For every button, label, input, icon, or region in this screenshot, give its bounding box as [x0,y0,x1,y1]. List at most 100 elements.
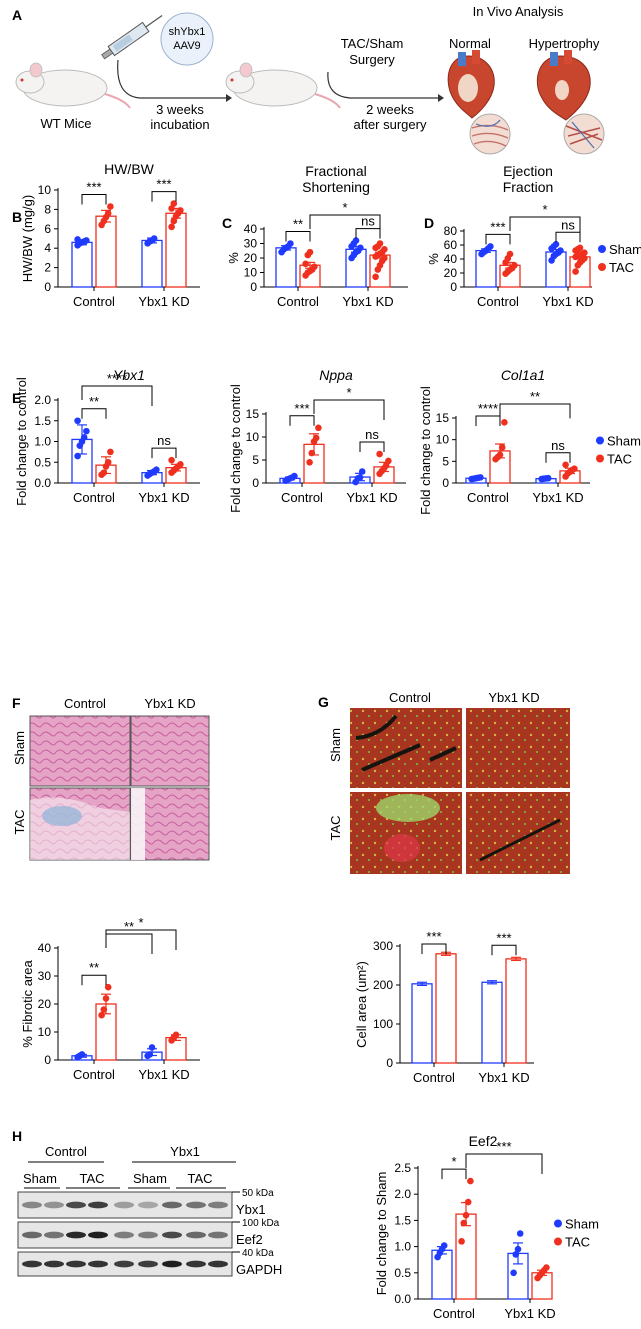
data-point-sham [512,1251,520,1258]
y-tick-label: 2.5 [394,1161,411,1175]
y-axis-label: % [426,253,441,265]
significance-bracket [105,933,153,954]
data-point-tac [172,1031,180,1039]
blot-band-eef2 [208,1231,228,1239]
significance-bracket [81,974,107,986]
data-point-tac [572,268,579,275]
blot-band-eef2 [114,1231,134,1239]
blot-band-gapdh [88,1260,108,1268]
band-label-ybx1: Ybx1 [236,1202,266,1217]
y-tick-label: 80 [444,224,458,238]
fluorescence-image [350,708,462,788]
x-tick-label: Ybx1 KD [342,294,393,309]
data-point-tac [372,273,379,281]
legend-marker-tac [598,263,606,271]
y-tick-label: 2 [44,261,51,275]
panel-f-row-sham: Sham [12,731,27,765]
heart-hypertrophy-icon [536,50,591,121]
tissue-normal-icon [469,113,511,155]
arrow-icon [327,71,438,99]
chart-title: Eef2 [469,1133,498,1149]
significance-label: ** [124,919,134,934]
blot-band-ybx1 [186,1201,206,1209]
data-point-tac [302,260,309,268]
data-point-sham [150,235,158,242]
y-tick-label: 15 [246,407,260,421]
legend-marker-tac [596,454,604,463]
x-tick-label: Control [477,294,519,309]
x-tick-label: Control [73,490,115,505]
arrowhead-icon [438,94,444,102]
data-point-tac [312,434,320,442]
significance-label: *** [86,179,101,194]
significance-label: ** [293,217,303,232]
chart-title: Nppa [319,367,353,383]
data-point-tac [562,461,569,469]
blot-band-gapdh [44,1260,64,1268]
legend-label-sham: Sham [565,1217,599,1232]
data-point-sham [74,417,81,425]
y-tick-label: 10 [244,266,258,280]
y-tick-label: 0 [44,1053,51,1067]
data-point-sham [544,474,552,482]
data-point-sham [83,237,90,244]
data-point-tac [104,983,112,991]
histology-image [130,715,210,787]
x-tick-label: Control [277,294,319,309]
data-point-sham [74,452,81,460]
legend-label-tac: TAC [609,260,634,275]
y-tick-label: 15 [436,411,450,425]
chart-title-line: HW/BW [104,161,155,177]
significance-bracket [499,403,571,419]
panel-g-letter: G [318,694,329,710]
significance-bracket [475,415,501,426]
mouse-label: WT Mice [40,116,91,131]
y-tick-label: 5 [442,454,449,468]
significance-bracket [289,415,315,426]
histology-image [29,715,131,787]
y-tick-label: 10 [246,430,260,444]
data-point-tac [168,456,175,464]
x-tick-label: Control [73,1067,115,1082]
data-point-tac [496,451,504,459]
panel-a: A shYbx1 AAV9 WT Mice 3 weeks incubation [12,4,605,155]
chart-title: HW/BW [104,161,155,177]
panel-f-col-kd: Ybx1 KD [144,696,195,711]
significance-bracket [441,1168,467,1180]
blot-band-gapdh [186,1260,206,1268]
blot-band-ybx1 [114,1201,134,1209]
data-point-tac [381,246,388,253]
significance-label: ns [551,438,565,453]
data-point-tac [100,469,108,476]
y-tick-label: 4 [44,241,51,255]
chart-g: 0 100 200 300 Cell area (um²) Control Ybx1 KD *… [354,929,534,1085]
x-tick-label: Ybx1 KD [478,1070,529,1085]
significance-label: *** [294,401,309,416]
y-tick-label: 0 [450,280,457,294]
y-tick-label: 300 [373,939,393,953]
panel-g-col-kd: Ybx1 KD [488,690,539,705]
data-point-tac [462,1211,470,1219]
significance-label: *** [496,930,511,945]
significance-label: *** [496,1139,511,1154]
y-tick-label: 0 [386,1056,393,1070]
chart-title-line: Fractional [305,163,366,179]
step2-label-1: 2 weeks [366,102,414,117]
blot-band-ybx1 [88,1201,108,1209]
data-point-sham [557,247,564,254]
significance-label: * [542,202,547,217]
y-tick-label: 10 [436,433,450,447]
data-point-sham [146,1051,154,1058]
step1-label-1: 3 weeks [156,102,204,117]
significance-bracket [81,408,107,419]
data-point-sham [477,474,484,481]
legend-label-tac: TAC [565,1235,590,1250]
data-point-sham [148,1044,156,1051]
y-tick-label: 10 [38,183,52,197]
chart-title-line: Ejection [503,163,553,179]
y-tick-label: 1.5 [394,1213,411,1227]
chart-title: Fractional Shortening [302,163,370,195]
